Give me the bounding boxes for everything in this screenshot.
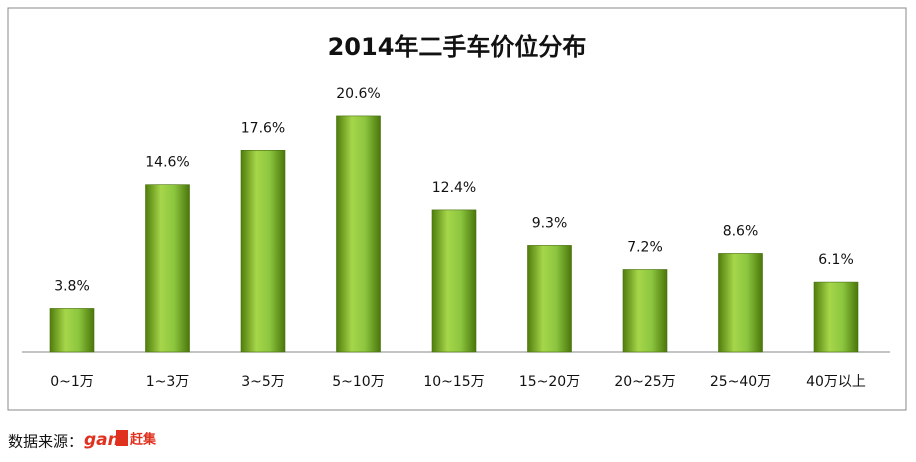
- x-tick-label: 40万以上: [806, 374, 866, 390]
- bar: [718, 253, 763, 353]
- x-tick-label: 25~40万: [710, 374, 771, 390]
- source: 数据来源：: [8, 433, 83, 451]
- source-logo: gan: [84, 430, 120, 450]
- value-label: 3.8%: [54, 278, 90, 294]
- value-label: 20.6%: [336, 86, 380, 102]
- x-tick-label: 3~5万: [241, 374, 285, 390]
- logo-icon: [116, 430, 128, 446]
- value-label: 6.1%: [818, 252, 854, 268]
- bar: [431, 209, 477, 353]
- chart-title: 2014年二手车价位分布: [328, 33, 587, 61]
- x-tick-label: 1~3万: [146, 374, 190, 390]
- x-tick-label: 5~10万: [332, 374, 384, 390]
- bar: [813, 281, 859, 353]
- value-label: 12.4%: [432, 180, 476, 196]
- bar: [240, 150, 286, 353]
- value-label: 7.2%: [627, 239, 663, 255]
- value-label: 17.6%: [241, 120, 285, 136]
- value-label: 8.6%: [723, 223, 759, 239]
- bar: [336, 115, 381, 353]
- bar: [49, 308, 95, 353]
- source-logo: 赶集: [129, 432, 157, 448]
- bar: [622, 269, 668, 353]
- bar: [145, 184, 190, 353]
- bar: [527, 245, 572, 353]
- value-label: 9.3%: [532, 215, 568, 231]
- x-tick-label: 20~25万: [614, 374, 675, 390]
- x-tick-label: 0~1万: [50, 374, 94, 390]
- x-tick-label: 15~20万: [519, 374, 580, 390]
- x-tick-label: 10~15万: [423, 374, 484, 390]
- value-label: 14.6%: [145, 155, 189, 171]
